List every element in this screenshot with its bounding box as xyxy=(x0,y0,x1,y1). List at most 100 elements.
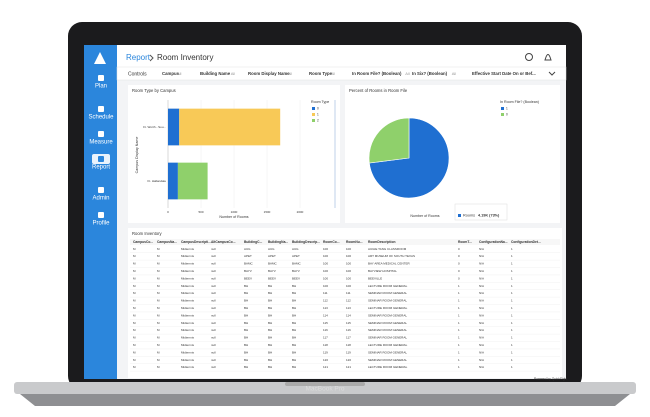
help-icon[interactable] xyxy=(525,53,533,61)
table-cell: M xyxy=(157,321,160,325)
filter-value[interactable]: All xyxy=(231,71,236,76)
table-cell: N/A xyxy=(479,358,484,362)
nav-item[interactable]: Schedule xyxy=(88,115,114,121)
column-header[interactable]: CampusCo... xyxy=(133,240,153,244)
table-cell: 1 xyxy=(458,328,460,332)
column-header[interactable]: RoomDescription xyxy=(368,240,395,244)
filter-value[interactable]: All xyxy=(331,71,336,76)
column-header[interactable]: ConfigurationNa... xyxy=(479,240,508,244)
nav-icon[interactable] xyxy=(98,106,104,112)
filter-value[interactable]: All xyxy=(288,71,293,76)
table-cell: BH xyxy=(292,284,296,288)
table-cell: 0 xyxy=(458,276,460,280)
legend-entry[interactable]: 0 xyxy=(506,112,508,116)
table-cell: 1 xyxy=(458,299,460,303)
table-cell: 1 xyxy=(511,276,513,280)
filter-name[interactable]: In Room File? (Boolean) xyxy=(352,71,402,76)
table-cell: BH xyxy=(268,350,272,354)
bar[interactable] xyxy=(168,162,178,200)
table-cell: null xyxy=(211,343,216,347)
nav-icon[interactable] xyxy=(98,187,104,193)
nav-icon[interactable] xyxy=(98,212,104,218)
legend-swatch xyxy=(312,119,315,122)
table-cell: 1 xyxy=(458,284,460,288)
table-cell: 118 xyxy=(323,343,328,347)
table-cell: 116 xyxy=(323,328,328,332)
nav-item[interactable]: Profile xyxy=(92,221,110,227)
table-cell: Midtermis xyxy=(181,336,195,340)
nav-icon[interactable] xyxy=(98,156,104,162)
table-cell: N/A xyxy=(479,365,484,369)
device-label: MacBook Pro xyxy=(305,386,344,393)
table-cell: M xyxy=(133,269,136,273)
table-cell: BH xyxy=(268,343,272,347)
table-cell: 1 xyxy=(511,358,513,362)
legend-entry[interactable]: 1 xyxy=(317,112,319,116)
column-header[interactable]: BuildingDescrip... xyxy=(292,240,320,244)
nav-item[interactable]: Report xyxy=(92,165,110,171)
controls-toggle[interactable] xyxy=(548,71,556,76)
table-cell: AUG xyxy=(268,247,275,251)
filter-value[interactable]: All xyxy=(177,71,182,76)
breadcrumb-section[interactable]: Report xyxy=(126,53,151,62)
column-header[interactable]: ConfigurationDet... xyxy=(511,240,541,244)
legend-entry[interactable]: 0 xyxy=(317,106,319,110)
table-cell: null xyxy=(211,254,216,258)
table-cell: 115 xyxy=(323,321,328,325)
table-cell: 100 xyxy=(323,247,328,251)
table-cell: N/A xyxy=(479,247,484,251)
table-cell: 112 xyxy=(323,299,328,303)
filter-name[interactable]: Effective Start Date On or Bef... xyxy=(472,71,536,76)
column-header[interactable]: RoomNu... xyxy=(346,240,363,244)
pie-slice[interactable] xyxy=(368,117,410,164)
filter-name[interactable]: Campus xyxy=(162,71,180,76)
nav-item[interactable]: Plan xyxy=(95,84,107,90)
table-cell: M xyxy=(133,313,136,317)
table-cell: Midtermis xyxy=(181,306,195,310)
table-cell: BH xyxy=(292,299,296,303)
filter-name[interactable]: Room Type xyxy=(309,71,333,76)
filter-name[interactable]: In Six? (Boolean) xyxy=(412,71,448,76)
filter-value[interactable]: All xyxy=(405,71,410,76)
controls-label[interactable]: Controls xyxy=(128,71,147,77)
column-header[interactable]: CampusNa... xyxy=(157,240,177,244)
table-cell: 1 xyxy=(511,306,513,310)
nav-icon[interactable] xyxy=(98,75,104,81)
column-header[interactable]: AltCampusCo... xyxy=(211,240,236,244)
bar[interactable] xyxy=(179,108,281,146)
table-cell: BEEV xyxy=(244,276,252,280)
column-header[interactable]: BuildingNa... xyxy=(268,240,288,244)
bell-icon[interactable] xyxy=(544,54,552,61)
column-header[interactable]: BuildingC... xyxy=(244,240,262,244)
legend-entry[interactable]: 1 xyxy=(506,106,508,110)
column-header[interactable]: RoomT... xyxy=(458,240,472,244)
table-cell: 121 xyxy=(323,365,328,369)
table-header-bg xyxy=(130,239,560,245)
laptop-base-edge xyxy=(20,394,630,406)
table-cell: M xyxy=(157,299,160,303)
legend-entry[interactable]: 2 xyxy=(317,118,319,122)
bar[interactable] xyxy=(177,162,208,200)
x-tick-label: 1500 xyxy=(264,210,271,214)
table-title: Room Inventory xyxy=(132,231,162,236)
column-header[interactable]: RoomCo... xyxy=(323,240,340,244)
table-cell: 1 xyxy=(458,350,460,354)
table-cell: M xyxy=(157,291,160,295)
filter-name[interactable]: Building Name xyxy=(200,71,231,76)
table-cell: BH xyxy=(292,321,296,325)
table-cell: M xyxy=(157,350,160,354)
bar[interactable] xyxy=(168,108,180,146)
table-cell: 117 xyxy=(323,336,328,340)
table-cell: SEMINAR ROOM GENERAL xyxy=(368,299,407,303)
nav-icon[interactable] xyxy=(98,131,104,137)
column-header[interactable]: CampusDescripti... xyxy=(181,240,211,244)
filter-name[interactable]: Room Display Name xyxy=(248,71,290,76)
table-cell: Midtermis xyxy=(181,254,195,258)
nav-item[interactable]: Measure xyxy=(89,140,113,146)
filter-value[interactable]: All xyxy=(452,71,457,76)
nav-item[interactable]: Admin xyxy=(92,196,109,202)
table-cell: M xyxy=(133,358,136,362)
table-cell: 117 xyxy=(346,336,351,340)
table-cell: Midtermis xyxy=(181,299,195,303)
table-cell: null xyxy=(211,262,216,266)
